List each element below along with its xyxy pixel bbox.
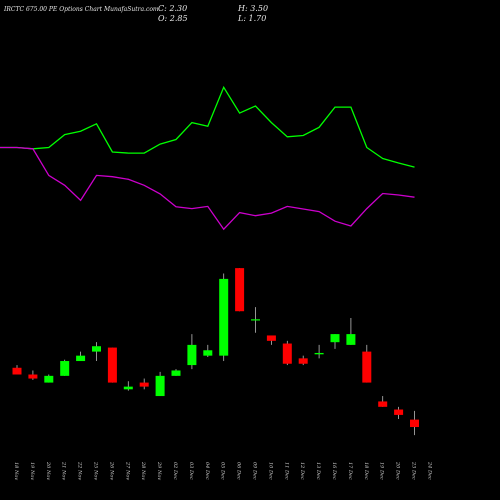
candle-body [12,367,22,375]
x-tick-label: 27 Nov [124,461,130,480]
low-readout: L: 1.70 [238,14,267,23]
x-tick-label: 21 Nov [61,461,67,480]
candle [282,340,292,366]
candle-body [60,361,70,376]
candle [76,351,86,362]
x-tick-label: 20 Dec [395,461,401,480]
x-axis: 18 Nov 19 Nov 20 Nov 21 Nov 22 Nov 25 Nov 26 N… [13,461,432,480]
candle [139,378,149,390]
candle [410,410,419,436]
candles [12,268,419,436]
candle [266,335,276,345]
candle [12,365,22,375]
candle-body [76,355,86,362]
candle-body [282,343,292,364]
candle [60,359,70,376]
candle-body [378,401,388,407]
candle-body [330,334,340,343]
candle-body [219,278,229,356]
candle-body [187,344,197,366]
candle [92,342,101,362]
close-readout: C: 2.30 [158,4,188,13]
candle-body [362,351,372,383]
indicator-line-1 [0,85,415,168]
x-tick-label: 28 Nov [140,461,146,480]
candle [219,273,229,362]
candle-body [139,382,149,387]
x-tick-label: 04 Dec [204,462,210,480]
candle [378,396,388,407]
x-tick-label: 13 Dec [315,462,321,480]
candle-body [171,370,181,376]
candle [28,370,38,380]
indicator-line-2 [0,146,415,231]
x-tick-label: 26 Nov [108,461,114,480]
x-tick-label: 22 Nov [77,461,83,480]
x-tick-label: 11 Dec [283,462,289,480]
candle-body [251,319,260,321]
candle-body [203,350,213,356]
x-tick-label: 05 Dec [220,462,226,480]
x-tick-label: 03 Dec [188,462,194,480]
x-tick-label: 06 Dec [236,462,242,480]
candle [362,344,372,383]
chart-title: IRCTC 675.00 PE Options Chart MunafaSutr… [4,6,159,13]
candle [235,268,245,312]
x-tick-label: 09 Dec [252,462,258,480]
x-tick-label: 02 Dec [172,462,178,480]
candle-body [92,346,101,352]
candle-body [346,334,356,345]
candle [155,371,165,397]
candle [314,344,324,359]
x-tick-label: 12 Dec [299,462,305,480]
candle-body [28,374,38,379]
candle [330,334,340,349]
x-tick-label: 29 Nov [156,461,162,480]
candle [107,347,117,383]
x-tick-label: 10 Dec [267,462,273,480]
open-readout: O: 2.85 [158,14,188,23]
candle-body [155,375,165,397]
candle-body [314,352,324,355]
candle-body [298,358,308,364]
candle-body [235,268,245,312]
x-tick-label: 24 Dec [426,461,432,480]
candle-body [410,419,419,428]
x-tick-label: 20 Nov [45,461,51,480]
candle [346,317,356,345]
x-tick-label: 17 Dec [347,462,353,480]
high-readout: H: 3.50 [238,4,269,13]
candle-body [123,386,133,390]
candle [171,369,181,376]
candle [394,406,404,419]
x-tick-label: 19 Dec [379,462,385,480]
candle [187,334,197,370]
x-tick-label: 23 Dec [411,461,417,480]
candle [251,307,260,333]
x-tick-label: 19 Nov [29,462,35,480]
x-tick-label: 25 Nov [93,461,99,480]
candle-body [266,335,276,341]
candle [298,355,308,366]
candle-body [107,347,117,383]
candle-body [44,375,54,383]
candle [123,381,133,391]
candle [44,374,54,383]
candle [203,344,213,357]
indicator-lines [0,85,415,231]
candle-body [394,409,404,415]
x-tick-label: 18 Nov [13,462,19,480]
x-tick-label: 16 Dec [331,462,337,480]
x-tick-label: 18 Dec [363,462,369,480]
